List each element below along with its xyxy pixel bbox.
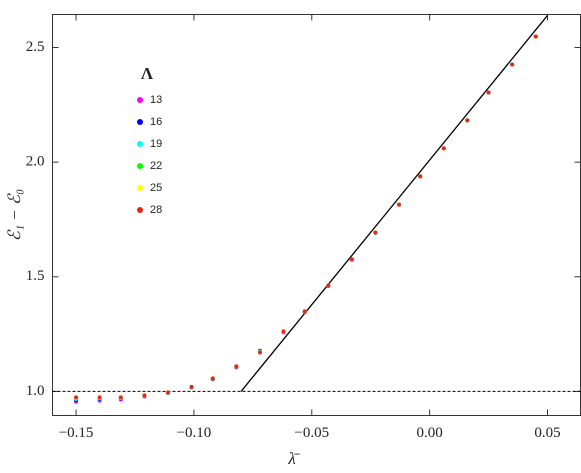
y-tick-label: 1.0 <box>26 383 45 399</box>
data-point <box>257 350 262 355</box>
data-point <box>302 309 307 314</box>
data-point <box>486 90 491 95</box>
data-point <box>234 364 239 369</box>
data-point <box>465 118 470 123</box>
data-point <box>441 146 446 151</box>
y-axis-label: ℰ₁ − ℰ₀ <box>5 189 24 241</box>
data-point <box>166 390 170 395</box>
data-point <box>142 393 147 398</box>
x-axis-label: λ̄ <box>287 449 300 468</box>
data-point <box>189 384 194 389</box>
x-tick-label: −0.05 <box>294 425 329 441</box>
y-tick-label: 1.5 <box>26 268 45 284</box>
legend-swatch <box>137 185 143 191</box>
x-tick-label: −0.10 <box>177 425 212 441</box>
legend-swatch <box>137 119 143 125</box>
data-point <box>326 283 331 288</box>
legend-label: 28 <box>150 204 162 216</box>
x-tick-label: 0.05 <box>534 425 560 441</box>
legend-title: Λ <box>141 64 154 83</box>
legend-swatch <box>137 207 143 213</box>
y-tick-label: 2.0 <box>26 154 45 170</box>
y-tick-label: 2.5 <box>26 39 45 55</box>
data-point <box>210 376 215 381</box>
legend-label: 22 <box>150 160 162 172</box>
x-tick-label: 0.00 <box>417 425 443 441</box>
data-point <box>373 230 378 235</box>
legend-swatch <box>137 163 143 169</box>
legend-swatch <box>137 141 143 147</box>
data-point <box>418 174 423 179</box>
data-point <box>397 202 401 207</box>
plot-frame <box>52 14 581 416</box>
legend-label: 16 <box>150 116 162 128</box>
fit-line <box>240 15 549 392</box>
data-point <box>349 257 354 262</box>
data-point <box>533 34 538 39</box>
x-tick-label: −0.15 <box>59 425 94 441</box>
legend-label: 13 <box>150 94 162 106</box>
data-point <box>281 329 286 334</box>
legend-label: 19 <box>150 138 162 150</box>
data-point <box>510 62 515 67</box>
legend-label: 25 <box>150 182 162 194</box>
data-point <box>74 395 79 400</box>
data-point <box>118 395 123 400</box>
legend-swatch <box>137 97 143 103</box>
data-point <box>97 395 102 400</box>
